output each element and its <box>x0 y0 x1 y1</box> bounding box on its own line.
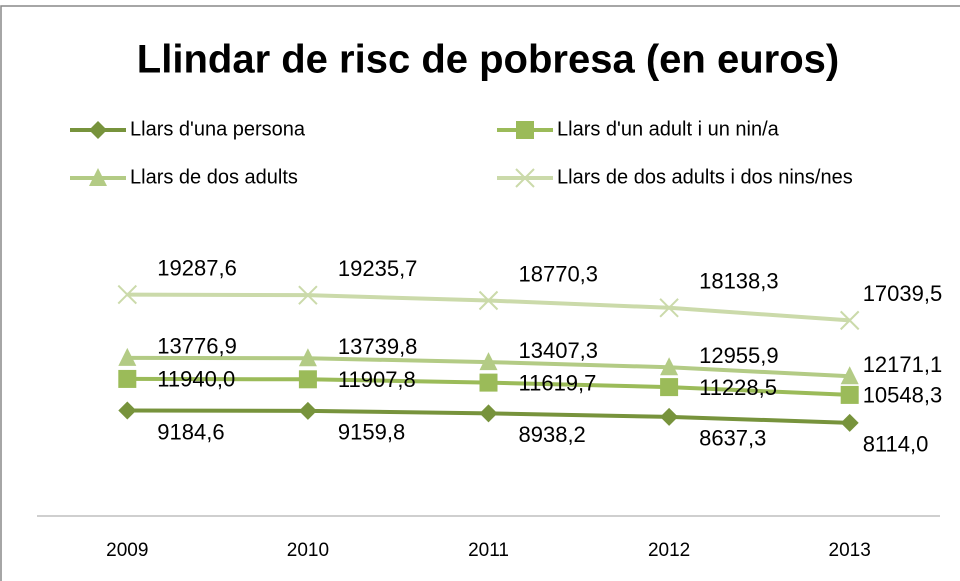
data-label: 17039,5 <box>863 281 943 306</box>
marker <box>659 298 679 318</box>
marker <box>298 348 317 367</box>
marker <box>660 378 679 397</box>
marker <box>479 404 498 423</box>
marker <box>89 168 107 186</box>
marker <box>516 121 534 139</box>
series-line <box>127 292 850 323</box>
data-label: 13776,9 <box>157 334 237 359</box>
data-label: 13407,3 <box>519 338 599 363</box>
marker <box>479 352 498 371</box>
data-label: 19235,7 <box>338 256 418 281</box>
x-tick-label: 2009 <box>106 540 148 561</box>
data-label: 12955,9 <box>699 343 779 368</box>
data-label: 18770,3 <box>519 261 599 286</box>
data-label: 10548,3 <box>863 383 943 408</box>
x-tick-label: 2011 <box>468 540 509 561</box>
marker <box>660 357 679 376</box>
data-label: 11907,8 <box>338 367 416 392</box>
data-label: 9184,6 <box>157 419 224 444</box>
marker <box>118 347 137 366</box>
marker <box>479 373 498 392</box>
data-label: 18138,3 <box>699 269 779 294</box>
marker <box>118 369 137 388</box>
data-label: 8114,0 <box>863 432 929 457</box>
marker <box>839 310 860 331</box>
marker <box>298 401 317 420</box>
marker <box>117 284 138 305</box>
data-label: 9159,8 <box>338 420 405 445</box>
legend-label: Llars d'una persona <box>130 118 306 140</box>
legend-label: Llars de dos adults <box>130 166 298 188</box>
marker <box>515 168 535 188</box>
data-label: 19287,6 <box>157 255 237 280</box>
marker <box>478 290 499 311</box>
marker <box>660 407 679 426</box>
data-label: 8637,3 <box>699 426 766 451</box>
chart-frame <box>0 5 960 581</box>
x-tick-label: 2013 <box>829 540 871 561</box>
data-label: 8938,2 <box>519 422 586 447</box>
data-label: 11228,5 <box>699 375 777 400</box>
chart-title: Llindar de risc de pobresa (en euros) <box>137 38 839 82</box>
data-label: 13739,8 <box>338 334 418 359</box>
data-label: 11619,7 <box>519 370 597 395</box>
data-label: 11940,0 <box>157 367 235 392</box>
marker <box>840 385 859 404</box>
marker <box>298 370 317 389</box>
legend-label: Llars de dos adults i dos nins/nes <box>557 166 853 188</box>
legend-label: Llars d'un adult i un nin/a <box>557 118 780 140</box>
marker <box>840 413 859 432</box>
marker <box>298 285 318 305</box>
x-tick-label: 2012 <box>648 540 690 561</box>
data-label: 12171,1 <box>863 352 943 377</box>
marker <box>118 401 137 420</box>
x-tick-label: 2010 <box>287 540 329 561</box>
marker <box>89 121 107 139</box>
marker <box>840 366 859 385</box>
